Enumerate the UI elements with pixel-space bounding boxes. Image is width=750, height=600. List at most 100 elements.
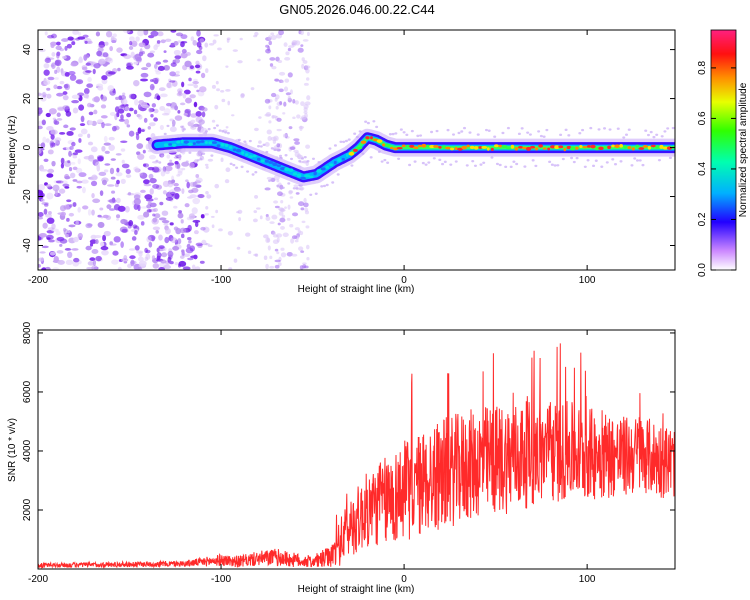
heatmap-noise-cell <box>184 108 191 114</box>
heatmap-noise-cell <box>205 243 210 246</box>
heatmap-noise-cell <box>40 168 48 172</box>
heatmap-noise-cell <box>291 40 298 45</box>
heatmap-noise-cell <box>153 207 158 213</box>
heatmap-noise-cell <box>227 230 233 236</box>
heatmap-ridge-fringe <box>380 160 384 163</box>
heatmap-noise-cell <box>288 126 293 130</box>
heatmap-noise-cell <box>271 115 275 119</box>
heatmap-noise-cell <box>158 234 163 241</box>
heatmap-noise-cell <box>205 205 209 210</box>
spectrogram-x-tick-label: 0 <box>401 275 407 286</box>
spectrogram-y-tick-label: -20 <box>22 189 33 204</box>
heatmap-ridge-fringe <box>666 127 670 130</box>
heatmap-noise-cell <box>264 187 271 191</box>
heatmap-ridge-fringe <box>243 140 247 143</box>
heatmap-noise-cell <box>134 245 140 251</box>
heatmap-noise-cell <box>181 48 187 54</box>
heatmap-noise-cell <box>79 123 86 127</box>
heatmap-noise-cell <box>71 248 79 251</box>
heatmap-noise-cell <box>158 245 165 249</box>
heatmap-noise-cell <box>115 172 123 177</box>
heatmap-noise-cell <box>128 46 134 50</box>
heatmap-noise-cell <box>115 153 122 156</box>
heatmap-noise-cell <box>185 52 191 56</box>
heatmap-noise-cell <box>137 256 144 262</box>
heatmap-noise-cell <box>264 142 270 147</box>
heatmap-noise-cell <box>290 238 295 244</box>
heatmap-noise-cell <box>224 179 230 184</box>
heatmap-noise-cell <box>285 92 291 96</box>
heatmap-ridge-fringe <box>204 130 208 133</box>
heatmap-ridge-peak <box>376 139 383 143</box>
heatmap-noise-cell <box>272 239 279 244</box>
heatmap-noise-cell <box>170 179 175 185</box>
heatmap-noise-cell <box>116 167 120 173</box>
heatmap-noise-cell <box>103 142 112 146</box>
heatmap-noise-cell <box>205 190 209 195</box>
heatmap-noise-cell <box>186 243 191 249</box>
heatmap-noise-cell <box>284 78 290 83</box>
heatmap-noise-cell <box>69 204 73 208</box>
heatmap-noise-cell <box>193 254 198 260</box>
heatmap-noise-cell <box>85 70 92 73</box>
heatmap-noise-cell <box>152 184 160 189</box>
heatmap-noise-cell <box>237 209 243 214</box>
heatmap-ridge-peak <box>426 144 430 148</box>
heatmap-noise-cell <box>133 79 140 87</box>
heatmap-noise-cell <box>102 234 107 242</box>
snr-x-tick-label: -200 <box>28 574 48 585</box>
heatmap-noise-cell <box>46 173 54 178</box>
heatmap-noise-cell <box>287 204 291 210</box>
heatmap-ridge-peak <box>288 168 294 172</box>
heatmap-noise-cell <box>153 117 158 122</box>
heatmap-noise-cell <box>148 241 153 248</box>
heatmap-noise-cell <box>103 230 111 237</box>
heatmap-noise-cell <box>306 31 310 37</box>
heatmap-noise-cell <box>134 230 138 236</box>
heatmap-noise-cell <box>56 250 64 254</box>
heatmap-ridge-peak <box>586 144 591 148</box>
heatmap-noise-cell <box>181 81 185 88</box>
heatmap-ridge-fringe <box>495 162 499 166</box>
heatmap-noise-cell <box>57 260 65 265</box>
heatmap-noise-cell <box>138 42 146 48</box>
heatmap-noise-cell <box>205 165 209 169</box>
heatmap-noise-cell <box>149 83 155 91</box>
heatmap-ridge-fringe <box>611 158 615 161</box>
heatmap-noise-cell <box>90 180 98 187</box>
heatmap-noise-cell <box>195 60 200 66</box>
heatmap-noise-cell <box>160 39 166 44</box>
heatmap-ridge-peak <box>183 140 190 144</box>
heatmap-ridge-peak <box>590 144 596 149</box>
heatmap-noise-cell <box>124 118 130 125</box>
heatmap-ridge-peak <box>176 140 181 144</box>
heatmap-noise-cell <box>60 157 65 165</box>
heatmap-ridge-peak <box>454 146 458 151</box>
heatmap-noise-cell <box>195 177 203 183</box>
heatmap-noise-cell <box>44 203 49 207</box>
heatmap-noise-cell <box>301 220 306 224</box>
heatmap-noise-cell <box>136 143 144 149</box>
heatmap-noise-cell <box>77 158 81 165</box>
heatmap-ridge-peak <box>204 141 208 145</box>
heatmap-noise-cell <box>87 77 92 83</box>
heatmap-ridge-fringe <box>655 133 659 136</box>
heatmap-noise-cell <box>265 263 269 270</box>
heatmap-noise-cell <box>149 50 156 54</box>
heatmap-ridge-peak <box>308 175 314 179</box>
heatmap-noise-cell <box>93 109 98 115</box>
heatmap-noise-cell <box>279 100 283 105</box>
heatmap-noise-cell <box>64 45 68 51</box>
heatmap-ridge-peak <box>655 145 660 149</box>
heatmap-noise-cell <box>289 146 296 151</box>
heatmap-ridge-fringe <box>218 129 222 132</box>
heatmap-noise-cell <box>269 221 275 225</box>
heatmap-ridge-peak <box>232 148 237 152</box>
heatmap-noise-cell <box>194 64 201 69</box>
heatmap-noise-cell <box>153 197 159 201</box>
heatmap-noise-cell <box>287 72 293 78</box>
heatmap-ridge-fringe <box>572 160 576 164</box>
heatmap-noise-cell <box>263 255 268 260</box>
heatmap-noise-cell <box>71 141 76 147</box>
heatmap-noise-cell <box>58 132 66 135</box>
